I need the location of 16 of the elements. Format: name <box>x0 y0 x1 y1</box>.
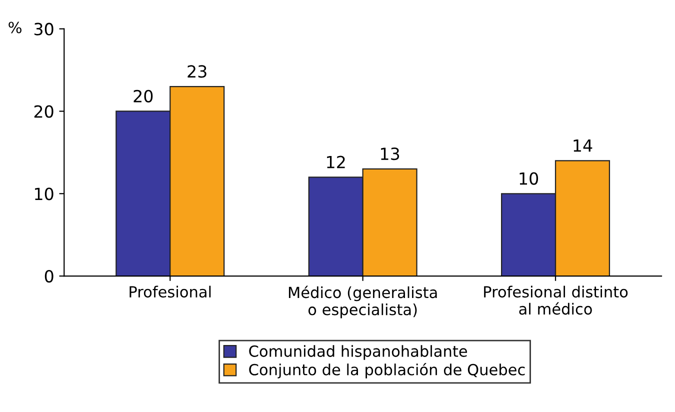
y-axis-title: % <box>8 22 22 34</box>
data-label: 23 <box>188 65 206 78</box>
legend-label: Conjunto de la población de Quebec <box>249 362 525 378</box>
y-tick-label: 30 <box>34 22 54 36</box>
data-label: 20 <box>134 90 153 102</box>
data-label: 12 <box>327 156 345 168</box>
data-label: 10 <box>520 172 538 185</box>
legend-label: Comunidad hispanohablante <box>249 345 468 360</box>
x-tick-label: Profesional <box>130 286 211 298</box>
y-tick-label: 10 <box>35 188 54 200</box>
data-label: 13 <box>381 148 400 160</box>
y-tick-label: 20 <box>34 105 54 118</box>
x-tick-label: Profesional distinto al médico <box>484 286 628 315</box>
x-tick-label: Médico (generalista o especialista) <box>288 286 437 318</box>
data-label: 14 <box>574 140 592 152</box>
y-tick-label: 0 <box>44 270 54 283</box>
